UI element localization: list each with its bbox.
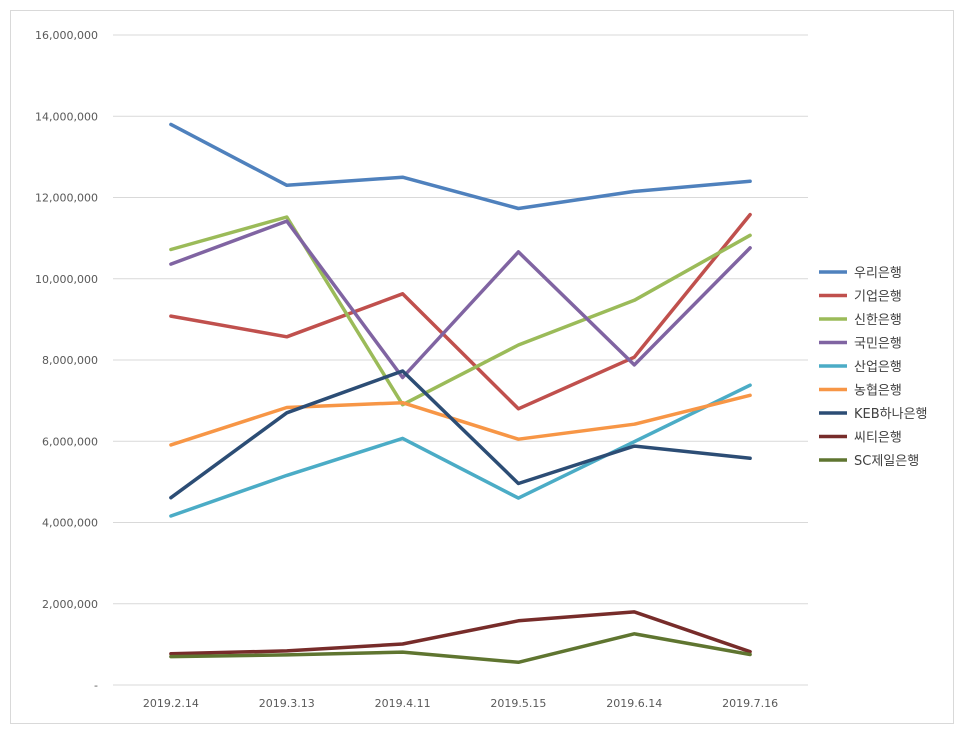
legend-label: 신한은행	[854, 312, 902, 328]
series-line-0	[169, 122, 752, 211]
y-tick-label: 12,000,000	[35, 192, 98, 205]
legend-label: SC제일은행	[854, 453, 919, 469]
series-line-3	[169, 219, 752, 380]
x-axis: 2019.2.14 2019.3.13 2019.4.11 2019.5.15 2019…	[143, 697, 778, 710]
x-tick-label: 2019.3.13	[259, 697, 315, 710]
chart-frame	[10, 10, 954, 724]
series-line-4	[169, 383, 752, 518]
series-line-2	[169, 215, 752, 407]
legend-label: KEB하나은행	[854, 406, 928, 422]
x-tick-label: 2019.5.15	[490, 697, 546, 710]
y-tick-label: 14,000,000	[35, 110, 98, 123]
y-tick-label: 8,000,000	[42, 354, 98, 367]
y-tick-label: 10,000,000	[35, 273, 98, 286]
legend-label: 국민은행	[854, 336, 902, 352]
x-tick-label: 2019.2.14	[143, 697, 199, 710]
y-tick-label: -	[94, 679, 98, 692]
series-line-6	[169, 369, 752, 500]
series-line-7	[169, 610, 752, 656]
y-tick-label: 2,000,000	[42, 598, 98, 611]
legend-label: 씨티은행	[854, 430, 902, 446]
series-line-8	[169, 632, 752, 665]
y-tick-label: 16,000,000	[35, 29, 98, 42]
y-tick-label: 6,000,000	[42, 435, 98, 448]
series-line-1	[169, 212, 752, 411]
legend-label: 농협은행	[854, 383, 902, 399]
series-line-5	[169, 393, 752, 447]
series-lines	[169, 122, 752, 665]
y-tick-label: 4,000,000	[42, 517, 98, 530]
x-tick-label: 2019.6.14	[606, 697, 662, 710]
legend-label: 기업은행	[854, 289, 902, 305]
legend-label: 산업은행	[854, 359, 902, 375]
x-tick-label: 2019.7.16	[722, 697, 778, 710]
x-tick-label: 2019.4.11	[375, 697, 431, 710]
gridlines	[113, 34, 808, 686]
y-axis: - 2,000,000 4,000,000 6,000,000 8,000,000 10,…	[35, 29, 98, 692]
legend-label: 우리은행	[854, 265, 902, 281]
